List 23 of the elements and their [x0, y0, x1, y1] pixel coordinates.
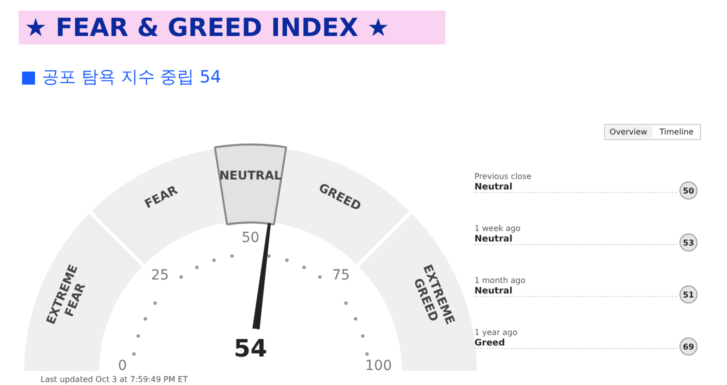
text: 51 — [682, 290, 694, 300]
text: 100 — [365, 358, 392, 374]
text: Last updated Oct 3 at 7:59:49 PM ET — [40, 375, 188, 384]
text: 25 — [151, 267, 169, 284]
text: Neutral — [474, 182, 512, 192]
text: Neutral — [474, 234, 512, 244]
text: Neutral — [474, 286, 512, 296]
text: 1 year ago — [474, 328, 518, 337]
text: Overview — [610, 128, 648, 136]
text: 50 — [682, 186, 694, 196]
text: 69 — [682, 342, 694, 352]
chart-title: ★ FEAR & GREED INDEX ★ — [24, 13, 390, 42]
text: Previous close — [474, 172, 532, 181]
text: 75 — [332, 267, 350, 284]
text: 53 — [682, 238, 694, 248]
text: 1 week ago — [474, 224, 521, 233]
text: 0 — [118, 358, 127, 374]
text: Greed — [474, 338, 505, 348]
text: Timeline — [658, 128, 694, 136]
text: 54 — [234, 334, 268, 362]
text: 1 month ago — [474, 276, 526, 285]
chart-subtitle: ■ 공포 탐욕 지수 중립 54 — [20, 68, 222, 88]
text: 50 — [242, 230, 260, 246]
